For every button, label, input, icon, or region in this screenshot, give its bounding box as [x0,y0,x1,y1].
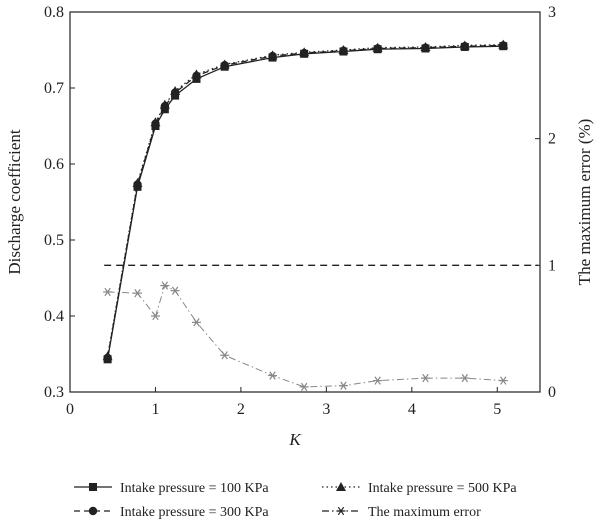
series-4-point [373,376,383,385]
series-4-point [460,373,470,383]
x-tick-label: 2 [237,401,245,418]
series-3-point [267,50,278,60]
legend-entry-3: Intake pressure = 500 KPa [368,481,517,496]
series-3-point [420,41,431,51]
series-4-point [150,311,160,321]
series-4-point [498,376,508,385]
series-4-point [170,286,180,295]
series-4-point [338,381,348,390]
plot-frame [69,11,541,393]
legend: Intake pressure = 100 KPa Intake pressure… [74,481,517,520]
legend-entry-1: Intake pressure = 100 KPa [120,481,269,496]
y-tick-label: 0.7 [44,80,64,97]
series-line-4 [107,284,504,388]
series-3-point [191,69,202,79]
x-tick-label: 5 [493,401,501,418]
series-3-point [150,117,161,127]
series-4-point [299,382,309,392]
y-tick-label: 0.3 [44,384,64,401]
series-4-point [133,289,143,298]
y-tick-label: 0.6 [44,156,64,173]
legend-entry-4: The maximum error [368,505,481,520]
x-tick-label: 0 [66,401,74,418]
x-tick-label: 1 [151,401,159,418]
legend-swatch-marker [336,506,346,516]
y2-tick-label: 0 [548,384,556,401]
legend-entry-2: Intake pressure = 300 KPa [120,505,269,520]
y2-axis-title: The maximum error (%) [575,119,594,286]
series-3-point [132,178,143,187]
y2-tick-label: 2 [548,131,556,148]
series-4-point [220,351,230,360]
series-4-point [160,281,170,290]
y2-tick-label: 1 [548,257,556,274]
series-3-point [498,39,509,49]
y-tick-label: 0.5 [44,232,64,249]
legend-swatch-marker [88,506,98,516]
y2-tick-label: 3 [548,4,556,21]
series-3-point [170,86,181,96]
series-line-3 [106,44,504,357]
series-line-1 [106,45,504,360]
y-tick-label: 0.4 [44,308,64,325]
plot-area: 0 1 2 3 4 5 0.3 0.4 0.5 0.6 0.7 0.8 0 1 2 3 [44,4,556,418]
y-tick-label: 0.8 [44,4,64,21]
x-tick-label: 3 [322,401,330,418]
series-3-point [372,42,383,52]
series-3-point [159,99,170,109]
series-3-point [102,351,113,361]
legend-swatch-marker [336,482,346,491]
series-3-point [459,40,470,50]
series-4-point [268,371,278,380]
y-axis-title: Discharge coefficient [5,129,24,274]
series-3-point [338,45,349,54]
series-4-point [191,318,201,327]
series-3-point [219,59,230,69]
x-tick-label: 4 [408,401,416,418]
series-4-point [420,373,430,383]
series-4-point [103,287,113,297]
series-line-2 [106,44,504,358]
legend-swatch-marker [89,483,97,491]
x-axis-title: K [288,430,302,449]
series-3-point [299,47,310,57]
